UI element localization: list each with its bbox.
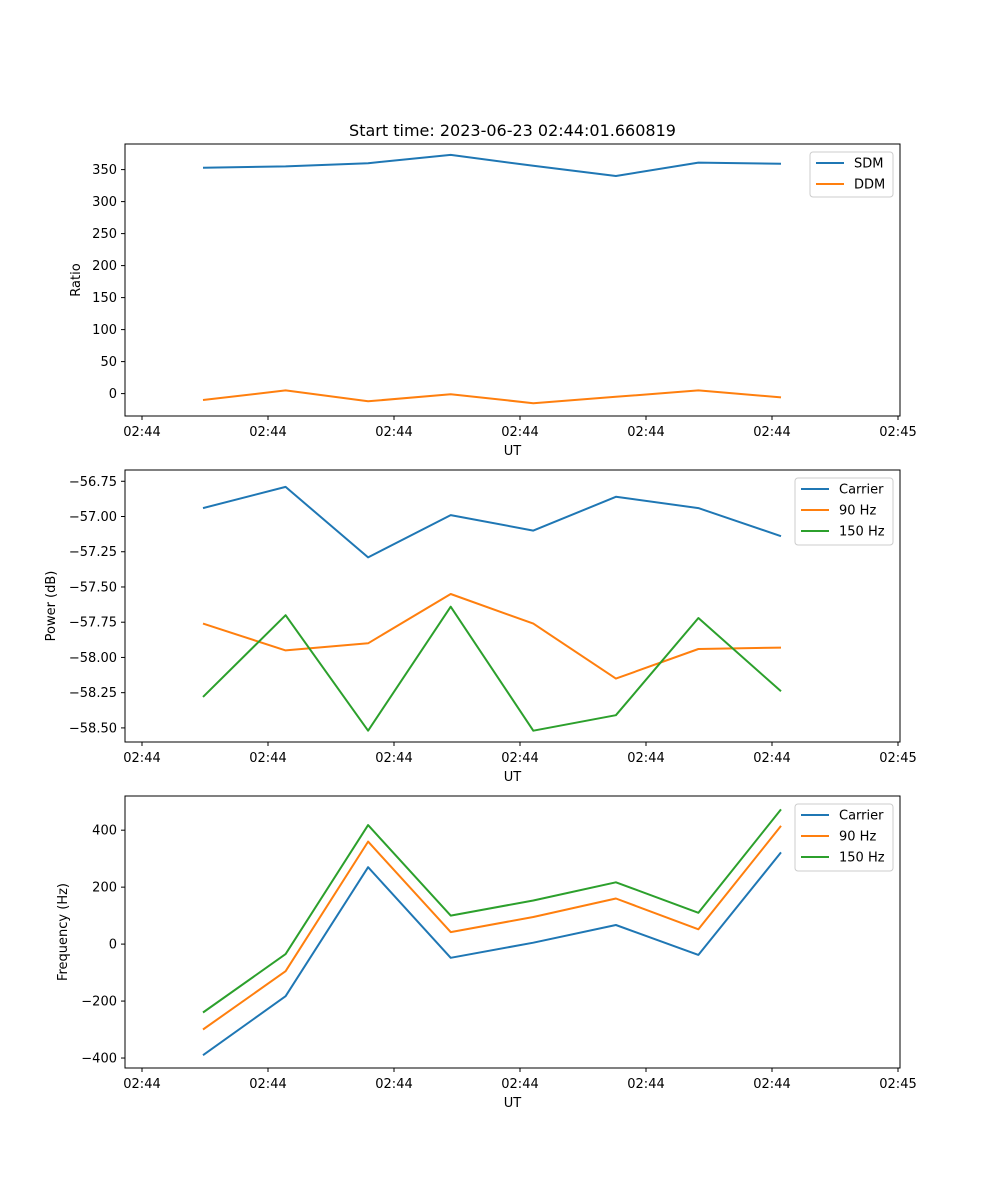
legend-box xyxy=(794,803,894,872)
legend-label: DDM xyxy=(854,178,885,193)
series-line-90-hz xyxy=(202,593,782,680)
y-tick-label: −58.50 xyxy=(69,721,117,736)
y-tick-label: 350 xyxy=(92,163,117,178)
y-tick-label: 50 xyxy=(100,355,117,370)
legend-label: Carrier xyxy=(839,483,884,498)
y-tick-label: −200 xyxy=(81,995,117,1010)
axes-frame xyxy=(124,795,901,1069)
legend-label: 150 Hz xyxy=(839,525,885,540)
y-tick-label: −58.00 xyxy=(69,651,117,666)
y-tick-label: −57.75 xyxy=(69,616,117,631)
y-tick-label: 250 xyxy=(92,227,117,242)
x-tick-label: 02:44 xyxy=(249,1077,286,1092)
y-tick-label: −56.75 xyxy=(69,475,117,490)
x-tick-label: 02:45 xyxy=(879,751,916,766)
legend-label: Carrier xyxy=(839,809,884,824)
legend-label: 90 Hz xyxy=(839,504,876,519)
x-tick-label: 02:44 xyxy=(123,425,160,440)
y-tick-label: 0 xyxy=(109,938,117,953)
y-axis-label: Ratio xyxy=(69,263,84,296)
y-tick-label: 300 xyxy=(92,195,117,210)
x-tick-label: 02:44 xyxy=(501,751,538,766)
x-tick-label: 02:44 xyxy=(627,751,664,766)
y-tick-label: −400 xyxy=(81,1052,117,1067)
x-tick-label: 02:45 xyxy=(879,425,916,440)
series-line-90-hz xyxy=(202,825,782,1031)
x-axis-label: UT xyxy=(504,770,522,785)
x-tick-label: 02:44 xyxy=(753,1077,790,1092)
series-line-150-hz xyxy=(202,605,782,732)
legend: Carrier 90 Hz 150 Hz xyxy=(794,477,894,546)
subplot-2: −56.75 −57.00 −57.25 −57.50 −57.75 −58.00 −58.… xyxy=(44,469,917,785)
x-axis-label: UT xyxy=(504,1096,522,1111)
y-tick-label: −58.25 xyxy=(69,686,117,701)
y-tick-label: 100 xyxy=(92,323,117,338)
y-tick-label: −57.00 xyxy=(69,510,117,525)
x-axis-label: UT xyxy=(504,444,522,459)
legend-label: 90 Hz xyxy=(839,830,876,845)
y-axis-label: Power (dB) xyxy=(44,571,59,642)
y-tick-label: 400 xyxy=(92,824,117,839)
x-tick-label: 02:44 xyxy=(627,1077,664,1092)
x-tick-label: 02:44 xyxy=(501,425,538,440)
plots-container: 0 50 100 150 200 250 300 350 02:44 02:44 02:44 02:4… xyxy=(44,143,917,1111)
x-tick-label: 02:44 xyxy=(249,751,286,766)
y-tick-label: 200 xyxy=(92,881,117,896)
y-tick-label: 150 xyxy=(92,291,117,306)
y-tick-label: −57.50 xyxy=(69,580,117,595)
x-tick-label: 02:44 xyxy=(375,751,412,766)
x-tick-label: 02:44 xyxy=(627,425,664,440)
y-axis-label: Frequency (Hz) xyxy=(56,883,71,981)
legend: SDM DDM xyxy=(809,151,894,198)
subplot-3: −400 −200 0 200 400 02:44 02:44 02:44 02:44 02:44… xyxy=(56,795,917,1111)
x-tick-label: 02:44 xyxy=(123,751,160,766)
legend-label: 150 Hz xyxy=(839,851,885,866)
x-tick-label: 02:44 xyxy=(501,1077,538,1092)
x-tick-label: 02:44 xyxy=(375,425,412,440)
series-line-sdm xyxy=(202,153,782,177)
x-tick-label: 02:44 xyxy=(249,425,286,440)
x-tick-label: 02:44 xyxy=(375,1077,412,1092)
legend-label: SDM xyxy=(854,157,883,172)
subplot-1: 0 50 100 150 200 250 300 350 02:44 02:44 02:44 02:4… xyxy=(69,143,917,459)
x-tick-label: 02:44 xyxy=(753,751,790,766)
axes-frame xyxy=(124,143,901,417)
x-tick-label: 02:44 xyxy=(753,425,790,440)
series-line-150-hz xyxy=(202,808,782,1014)
y-tick-label: −57.25 xyxy=(69,545,117,560)
series-line-carrier xyxy=(202,485,782,559)
y-tick-label: 0 xyxy=(109,387,117,402)
x-tick-label: 02:44 xyxy=(123,1077,160,1092)
y-tick-label: 200 xyxy=(92,259,117,274)
series-line-carrier xyxy=(202,851,782,1057)
axes-frame xyxy=(124,469,901,743)
legend: Carrier 90 Hz 150 Hz xyxy=(794,803,894,872)
x-tick-label: 02:45 xyxy=(879,1077,916,1092)
chart-title: Start time: 2023-06-23 02:44:01.660819 xyxy=(349,121,676,140)
series-line-ddm xyxy=(202,389,782,405)
legend-box xyxy=(794,477,894,546)
